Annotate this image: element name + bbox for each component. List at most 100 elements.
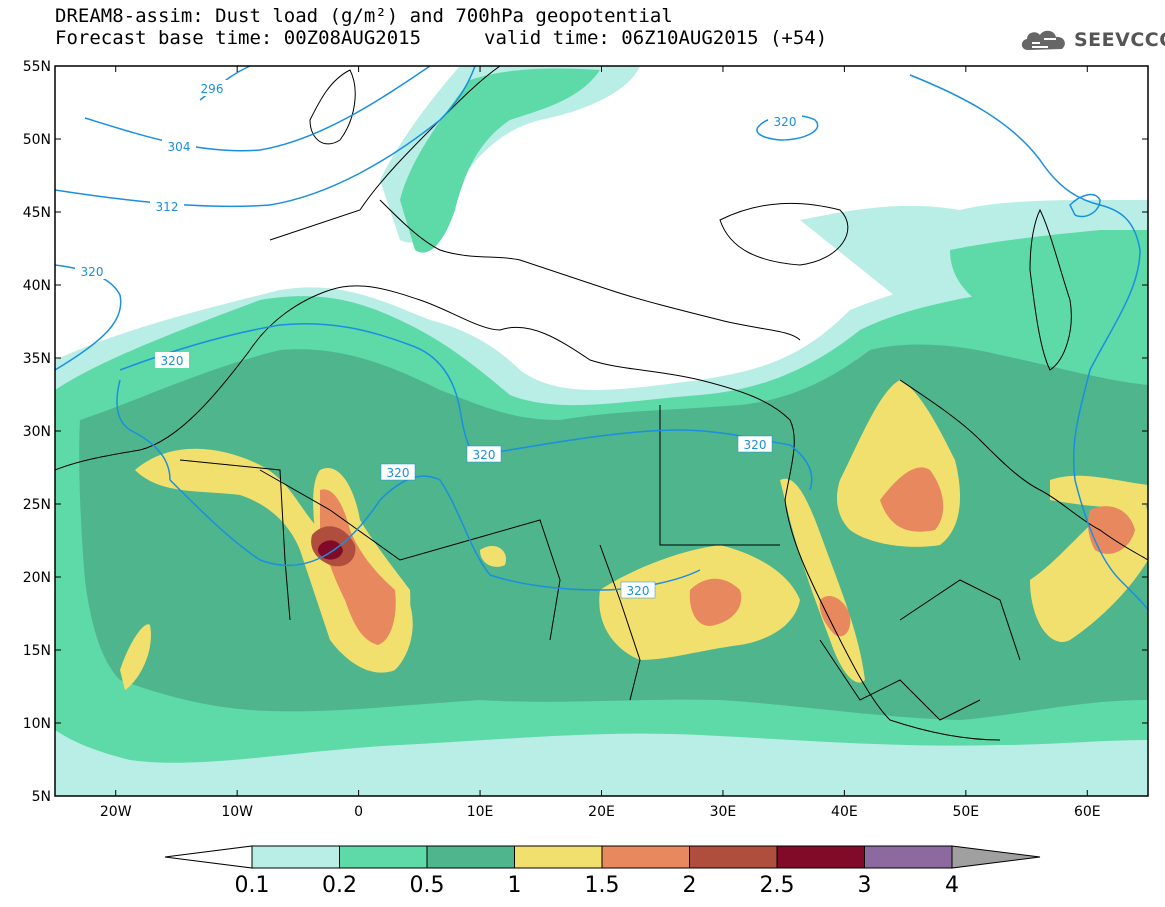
contour-label-320-west: 320 [75,263,109,279]
contour-label-320-east: 320 [620,581,656,599]
colorbar-segment [864,845,953,869]
dust-level-2.5-mali [317,540,343,560]
contour-label-320-central: 320 [466,445,502,463]
coastline-black-sea [719,202,849,266]
dust-level-1.5-sudan [819,595,851,637]
colorbar-segment [689,845,778,869]
longitude-axis: 20W 10W 0 10E 20E 30E 40E 50E 60E [100,66,1101,820]
border-algeria-mali [259,469,471,561]
forecast-base-time: Forecast base time: 00Z08AUG2015 [55,27,422,49]
contour-320-sahara [169,475,701,591]
dust-level-1-chad [480,545,506,567]
contour-label-text-320-c: 320 [387,466,410,480]
lat-tick-label: 25N [23,497,51,513]
contour-320-east [909,74,1148,611]
dust-level-1.5-arabia [880,467,944,532]
dust-level-0.2-caspian [950,230,1148,330]
border-niger-chad [469,519,561,641]
logo-text: SEEVCCC [1074,29,1165,51]
lat-tick-label: 15N [23,643,51,659]
contour-320-caspian [1069,193,1101,218]
contour-label-text-320-g: 320 [774,115,797,129]
colorbar-label: 0.1 [235,873,270,898]
lon-tick-label: 10W [221,804,253,820]
colorbar-label: 3 [858,873,872,898]
lon-tick-label: 0 [354,804,363,820]
colorbar-segment [426,845,515,869]
border-sudan-chad [599,544,641,701]
contour-label-304: 304 [162,138,196,154]
dust-load-field [55,66,1148,796]
lat-tick-label: 20N [23,570,51,586]
dust-level-1-nw-africa [135,448,413,673]
colorbar-label: 0.5 [410,873,445,898]
contour-label-text-296: 296 [201,82,224,96]
lat-tick-label: 50N [23,132,51,148]
coastline-mediterranean-north [379,199,801,341]
contour-label-text-320-d: 320 [473,448,496,462]
dust-level-1.5-egypt [689,578,742,626]
colorbar-segment [601,845,690,869]
coastline-europe-africa [55,285,1001,741]
geopotential-contours [55,66,1148,611]
dust-level-1.5-gulf-oman [1087,506,1135,554]
lon-tick-label: 30E [710,804,737,820]
contour-label-320-egypt: 320 [737,435,773,453]
contour-312 [55,66,476,208]
colorbar-segment [776,845,865,869]
lat-tick-label: 10N [23,716,51,732]
latitude-axis: 55N 50N 45N 40N 35N 30N 25N 20N 15N 10N 5N [23,59,1148,805]
contour-labels: 296 304 312 320 320 320 320 320 320 320 [75,80,802,599]
colorbar-label: 1.5 [585,873,620,898]
colorbar-label: 0.2 [322,873,357,898]
valid-time: valid time: 06Z10AUG2015 (+54) [484,27,828,49]
contour-label-text-320-a: 320 [81,265,104,279]
lon-tick-label: 10E [467,804,494,820]
contour-label-320-north: 320 [768,113,802,129]
colorbar-segment [514,845,603,869]
contour-label-text-320-f: 320 [744,438,767,452]
colorbar-under-arrow [164,845,253,869]
contour-label-text-304: 304 [168,140,191,154]
contour-label-text-320-b: 320 [161,354,184,368]
lon-tick-label: 20W [100,804,132,820]
coastline-arabia-east [899,379,1148,561]
lat-tick-label: 5N [32,789,51,805]
contour-label-296: 296 [195,80,229,96]
contour-label-text-320-e: 320 [627,584,650,598]
colorbar-label: 2.5 [760,873,795,898]
colorbar-label: 1 [508,873,522,898]
coastline-europe-west [269,66,501,241]
border-mauritania-mali [179,459,291,621]
contour-304 [84,66,431,152]
cloud-icon [1021,30,1065,50]
lon-tick-label: 60E [1074,804,1101,820]
lat-tick-label: 55N [23,59,51,75]
dust-plume-europe [400,68,600,253]
contour-label-312: 312 [150,198,184,214]
border-arabia-south [899,579,1021,661]
dust-level-1-gulf [1050,475,1148,508]
border-libya-egypt [659,405,780,546]
contour-label-text-312: 312 [156,200,179,214]
colorbar-over-arrow [951,845,1041,869]
lat-tick-label: 45N [23,205,51,221]
lon-tick-label: 20E [588,804,615,820]
lon-tick-label: 40E [831,804,858,820]
colorbar-label: 2 [683,873,697,898]
map-title: DREAM8-assim: Dust load (g/m²) and 700hP… [55,5,673,27]
colorbar-segment [251,845,340,869]
coastline-uk [309,69,356,145]
lat-tick-label: 40N [23,278,51,294]
lon-tick-label: 50E [952,804,979,820]
colorbar-segment [339,845,428,869]
coastline-caspian [1029,208,1072,371]
contour-label-320-main: 320 [155,352,189,368]
border-east-africa [819,639,981,721]
colorbar-label: 4 [945,873,959,898]
colorbar: 0.1 0.2 0.5 1 1.5 2 2.5 3 4 [164,845,1041,898]
dust-level-1-w-africa-coast [120,624,151,690]
country-borders [55,66,1148,741]
lat-tick-label: 35N [23,351,51,367]
seevccc-logo: SEEVCCC [1018,26,1165,54]
